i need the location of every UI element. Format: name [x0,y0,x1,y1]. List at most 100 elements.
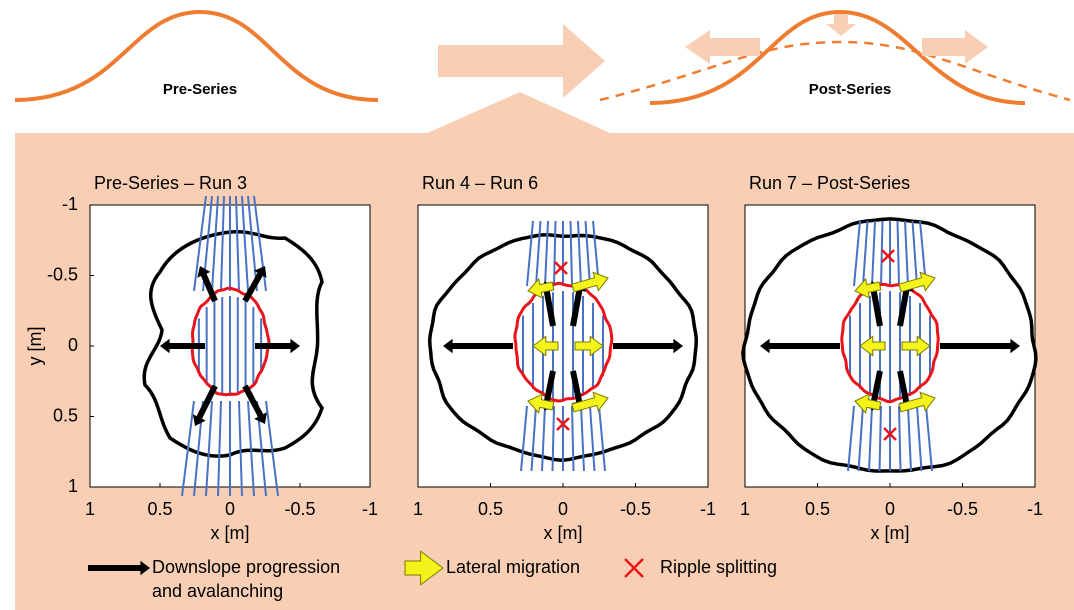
lateral-arrow [571,271,609,293]
ripple [880,220,884,287]
lateral-arrow [859,335,886,357]
panel: Run 4 – Run 6 1 0.5 0 -0.5 -1 x [m] [413,173,716,543]
lateral-arrow [898,391,936,413]
x-tick-label: 1 [413,499,423,519]
ripple [878,405,882,472]
ripple-split [624,558,644,578]
downslope-arrow [160,338,205,354]
ripple [577,220,582,287]
y-tick-label: 0.5 [53,405,78,425]
downslope-arrow [897,281,914,327]
downslope-arrow [866,281,883,327]
ripple [238,400,243,497]
ripple [911,220,918,287]
x-tick-label: -0.5 [620,499,651,519]
lateral-arrow [854,393,882,414]
lateral-arrow [527,278,555,299]
downslope-arrow [539,281,556,327]
ripple-split [556,417,570,431]
pre-curve [14,9,379,102]
ripple [904,220,909,287]
ripple [584,220,591,287]
x-tick-label: -0.5 [947,499,978,519]
ripple [217,400,222,497]
ripple [541,405,546,472]
downslope-arrow [539,370,556,411]
big-arrow [438,24,605,98]
panel-title: Run 4 – Run 6 [422,173,538,193]
ripple [598,405,606,472]
panel-title: Pre-Series – Run 3 [94,173,247,193]
ripple [569,220,573,287]
lateral-arrow [898,271,936,293]
ripple [551,405,555,472]
ripple [181,400,195,497]
ripple [571,405,575,472]
ripple [530,405,537,472]
ripple [871,220,876,287]
ripple [853,220,861,287]
post-dashed-curve [599,40,1071,102]
ripple [544,220,549,287]
ripple [235,195,240,292]
ripple [211,195,219,292]
ripple [868,405,873,472]
legend-label: Downslope progression [152,557,340,577]
post-label: Post-Series [809,81,892,98]
ripple [247,195,258,292]
legend-arrow [88,560,150,576]
ripple [553,220,557,287]
downslope-arrow [242,266,267,303]
ripple [925,405,933,472]
x-tick-label: 1 [85,499,95,519]
ripple-split [881,249,895,263]
downslope-arrow [866,370,883,411]
ripple [265,400,279,497]
lateral-arrow [571,391,609,413]
ripple-split [883,427,897,441]
x-tick-label: -1 [700,499,716,519]
crest-boundary [513,281,614,403]
ripple [847,405,855,472]
ripple [241,195,249,292]
ripple [896,220,900,287]
ripple-split [554,261,568,275]
panel: Run 7 – Post-Series 1 0.5 0 -0.5 -1 x [m] [740,173,1043,543]
connector [425,92,612,134]
x-tick-label: 0 [885,499,895,519]
down-arrow [826,14,856,36]
x-tick-label: -0.5 [284,499,315,519]
downslope-arrow [443,338,513,354]
y-tick-label: 0 [68,335,78,355]
ripple [898,405,902,472]
ripple [520,405,528,472]
lateral-arrow [527,393,555,414]
ripple [916,405,923,472]
lateral-arrow [901,335,931,357]
x-tick-label: 1 [740,499,750,519]
legend-label: and avalanching [152,581,283,601]
legend-label: Ripple splitting [660,557,777,577]
ripple [907,405,912,472]
ripple [589,405,596,472]
downslope-arrow [570,281,587,327]
y-axis-label: y [m] [25,327,45,366]
legend-label: Lateral migration [446,557,580,577]
panel: Pre-Series – Run 3 1 0.5 0 -0.5 -1 x [m] -1 -0.5… [25,173,378,543]
post-curve [649,9,1026,105]
lateral-arrow [574,335,604,357]
downslope-arrow [255,338,300,354]
x-axis-label: x [m] [544,523,583,543]
x-tick-label: 0 [225,499,235,519]
x-tick-label: 0.5 [478,499,503,519]
footprint [741,217,1038,473]
downslope-arrow [613,338,683,354]
y-tick-label: 1 [68,476,78,496]
x-tick-label: 0.5 [805,499,830,519]
x-tick-label: -1 [1027,499,1043,519]
ripple [220,195,225,292]
x-tick-label: 0 [558,499,568,519]
legend-arrow [404,550,444,586]
x-axis-label: x [m] [871,523,910,543]
